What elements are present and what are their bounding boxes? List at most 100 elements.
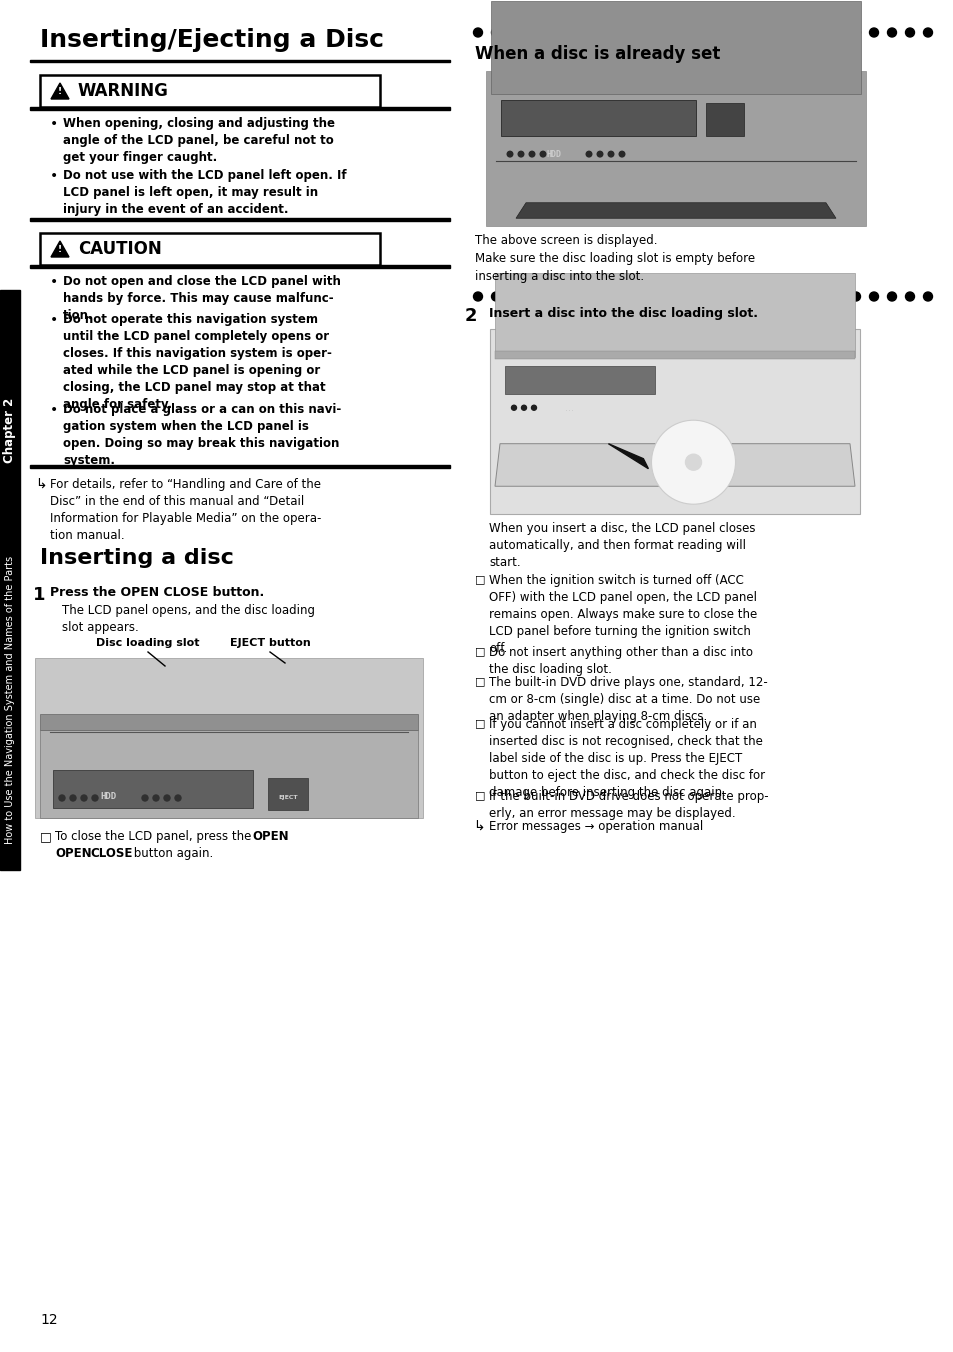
Circle shape [851,28,860,37]
Bar [35,658,422,818]
Bar [491,1,861,95]
Bar [500,100,696,137]
Circle shape [653,292,661,301]
Circle shape [779,28,788,37]
Text: When you insert a disc, the LCD panel closes
automatically, and then format read: When you insert a disc, the LCD panel cl… [489,522,755,569]
Text: Insert a disc into the disc loading slot.: Insert a disc into the disc loading slot… [489,307,758,320]
Circle shape [833,28,841,37]
Circle shape [491,292,500,301]
Text: Do not use with the LCD panel left open. If
LCD panel is left open, it may resul: Do not use with the LCD panel left open.… [63,169,346,216]
Text: 2: 2 [464,307,477,324]
Circle shape [563,292,572,301]
Circle shape [760,292,770,301]
Circle shape [545,292,554,301]
Text: •: • [50,274,58,289]
Text: Do not operate this navigation system
until the LCD panel completely opens or
cl: Do not operate this navigation system un… [63,314,332,411]
Circle shape [617,28,626,37]
Text: Error messages → operation manual: Error messages → operation manual [489,821,702,833]
Text: •: • [50,314,58,327]
Circle shape [815,28,823,37]
Circle shape [635,28,644,37]
Circle shape [904,28,914,37]
Polygon shape [608,443,648,469]
Circle shape [707,292,716,301]
Text: Disc loading slot: Disc loading slot [96,638,199,648]
Bar [40,233,379,265]
Text: •: • [50,118,58,131]
Circle shape [59,795,65,800]
Text: □: □ [475,676,485,685]
Text: button again.: button again. [130,846,213,860]
Text: The built-in DVD drive plays one, standard, 12-
cm or 8-cm (single) disc at a ti: The built-in DVD drive plays one, standa… [489,676,767,723]
Polygon shape [40,714,417,730]
Bar [40,730,417,818]
Circle shape [142,795,148,800]
Circle shape [527,292,536,301]
Text: If the built-in DVD drive does not operate prop-
erly, an error message may be d: If the built-in DVD drive does not opera… [489,790,768,821]
Bar [705,103,743,137]
Circle shape [473,28,482,37]
Circle shape [904,292,914,301]
Circle shape [742,292,752,301]
Text: CLOSE: CLOSE [90,846,132,860]
Circle shape [608,151,613,157]
Circle shape [851,292,860,301]
Bar [485,72,865,226]
Text: WARNING: WARNING [78,82,169,100]
Circle shape [91,795,98,800]
Circle shape [539,151,545,157]
Bar [30,218,450,220]
Bar [504,366,655,393]
Text: The LCD panel opens, and the disc loading
slot appears.: The LCD panel opens, and the disc loadin… [62,604,314,634]
Text: □: □ [475,790,485,800]
Circle shape [689,28,698,37]
Text: !: ! [58,88,62,96]
Circle shape [797,28,805,37]
Text: Do not place a glass or a can on this navi-
gation system when the LCD panel is
: Do not place a glass or a can on this na… [63,403,341,466]
Polygon shape [516,203,835,218]
Polygon shape [51,82,69,99]
Circle shape [509,292,518,301]
Text: □: □ [475,646,485,656]
Circle shape [511,406,516,410]
Polygon shape [495,443,854,487]
Text: When opening, closing and adjusting the
angle of the LCD panel, be careful not t: When opening, closing and adjusting the … [63,118,335,164]
Circle shape [521,406,526,410]
Text: 12: 12 [40,1313,57,1328]
Circle shape [685,454,700,470]
Text: •: • [50,403,58,416]
Text: OPEN: OPEN [55,846,91,860]
Circle shape [760,28,770,37]
Circle shape [635,292,644,301]
Circle shape [651,420,735,504]
Bar [30,465,450,468]
Bar [0,289,20,869]
Circle shape [742,28,752,37]
Circle shape [473,292,482,301]
Bar [490,329,859,514]
Circle shape [509,28,518,37]
Circle shape [529,151,535,157]
Text: 1: 1 [33,585,46,604]
Bar [268,777,308,810]
Circle shape [491,28,500,37]
Text: Chapter 2: Chapter 2 [4,397,16,462]
Text: HDD: HDD [100,792,116,802]
Text: The above screen is displayed.
Make sure the disc loading slot is empty before
i: The above screen is displayed. Make sure… [475,234,755,283]
Bar [30,59,450,62]
Circle shape [886,292,896,301]
Circle shape [833,292,841,301]
Circle shape [671,292,679,301]
Text: EJECT button: EJECT button [230,638,310,648]
Text: When a disc is already set: When a disc is already set [475,45,720,64]
Circle shape [581,292,590,301]
Circle shape [527,28,536,37]
Circle shape [81,795,87,800]
Text: ...: ... [565,403,574,412]
Text: When the ignition switch is turned off (ACC
OFF) with the LCD panel open, the LC: When the ignition switch is turned off (… [489,575,757,654]
Text: HDD: HDD [546,150,561,158]
Circle shape [164,795,170,800]
Text: CAUTION: CAUTION [78,241,162,258]
Circle shape [598,292,608,301]
Circle shape [707,28,716,37]
